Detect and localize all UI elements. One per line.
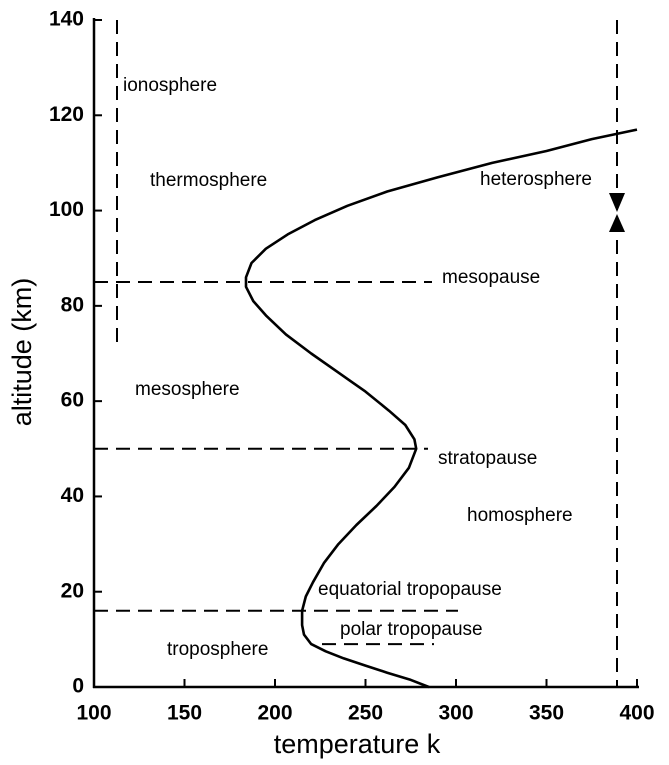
annotation: mesosphere — [135, 379, 240, 400]
x-tick-label: 150 — [167, 702, 202, 725]
arrow-down — [609, 193, 625, 212]
level-label: mesopause — [442, 267, 540, 288]
y-tick-label: 80 — [61, 293, 84, 316]
arrow-up — [609, 214, 625, 232]
y-tick-label: 40 — [61, 484, 84, 507]
y-tick-label: 140 — [49, 8, 84, 31]
x-tick-label: 350 — [529, 702, 564, 725]
y-tick-label: 60 — [61, 389, 84, 412]
y-tick-label: 0 — [72, 675, 84, 698]
x-tick-label: 100 — [76, 702, 111, 725]
annotation: homosphere — [467, 505, 573, 526]
y-axis-label: altitude (km) — [7, 278, 37, 427]
x-tick-label: 250 — [348, 702, 383, 725]
x-tick-label: 400 — [619, 702, 654, 725]
level-label: equatorial tropopause — [318, 579, 502, 600]
level-label: polar tropopause — [340, 619, 483, 640]
y-tick-label: 20 — [61, 579, 84, 602]
temperature-curve — [244, 128, 638, 689]
y-tick-label: 120 — [49, 103, 84, 126]
annotation: thermosphere — [150, 170, 267, 191]
y-tick-label: 100 — [49, 198, 84, 221]
level-label: stratopause — [438, 448, 537, 469]
x-axis-label: temperature k — [274, 729, 441, 759]
x-tick-label: 300 — [438, 702, 473, 725]
annotation: ionosphere — [123, 75, 217, 96]
annotation: heterosphere — [480, 169, 592, 190]
annotation: troposphere — [167, 639, 268, 660]
x-tick-label: 200 — [257, 702, 292, 725]
